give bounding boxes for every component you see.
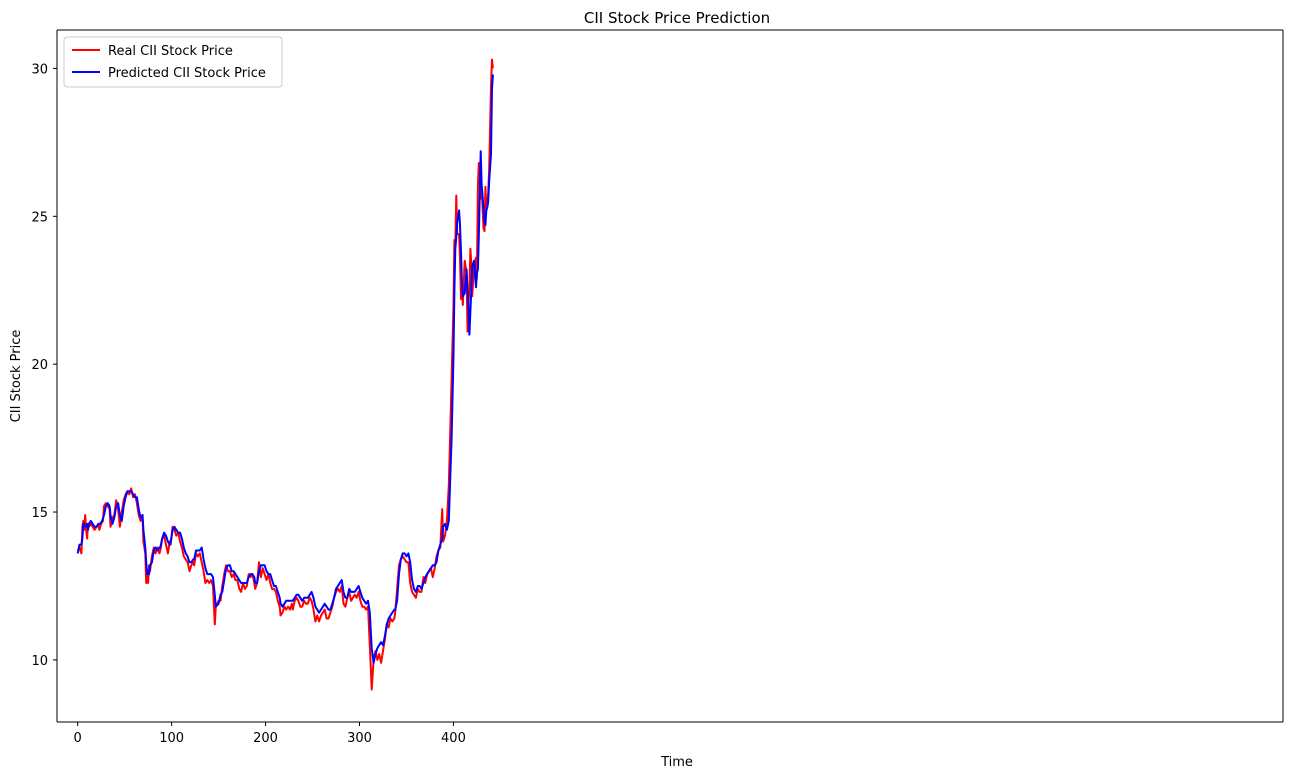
y-tick-label: 30 [31,62,48,77]
x-tick-label: 400 [441,731,466,746]
series-line-predicted [76,74,494,664]
axes-frame [57,30,1283,722]
y-axis-label: CII Stock Price [9,330,24,423]
x-axis-ticks: 0 100 200 300 400 [74,722,466,746]
y-tick-label: 25 [31,210,48,225]
series-layer [76,58,494,691]
x-tick-label: 300 [347,731,372,746]
y-axis-ticks: 10 15 20 25 30 [31,62,57,669]
chart-title: CII Stock Price Prediction [584,9,770,27]
legend-label-real: Real CII Stock Price [108,44,233,59]
x-tick-label: 0 [74,731,82,746]
y-tick-label: 15 [31,506,48,521]
legend-label-predicted: Predicted CII Stock Price [108,66,266,81]
legend: Real CII Stock Price Predicted CII Stock… [63,36,283,88]
legend-box [63,36,283,88]
x-axis-label: Time [660,755,693,770]
y-tick-label: 10 [31,654,48,669]
y-tick-label: 20 [31,358,48,373]
x-tick-label: 200 [253,731,278,746]
x-tick-label: 100 [159,731,184,746]
plot-area [56,29,1284,723]
